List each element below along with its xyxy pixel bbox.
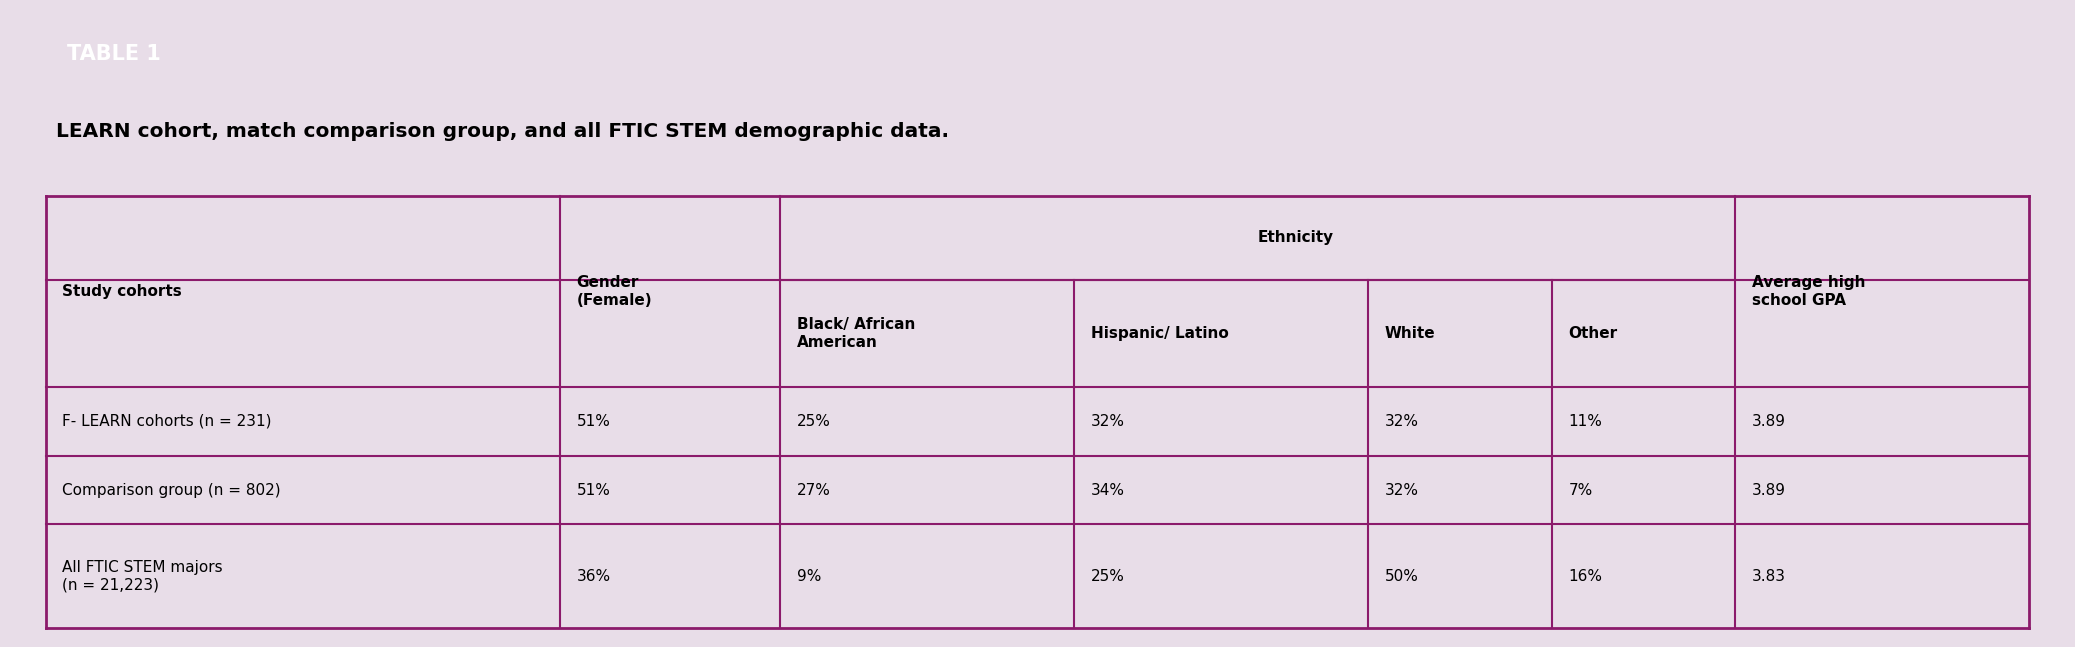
Text: LEARN cohort, match comparison group, and all FTIC STEM demographic data.: LEARN cohort, match comparison group, an… xyxy=(56,122,948,142)
Text: Other: Other xyxy=(1569,326,1618,341)
Text: 3.89: 3.89 xyxy=(1751,413,1787,429)
Text: 32%: 32% xyxy=(1384,483,1419,498)
Text: 3.83: 3.83 xyxy=(1751,569,1787,584)
Text: 16%: 16% xyxy=(1569,569,1602,584)
Text: Study cohorts: Study cohorts xyxy=(62,284,183,299)
Text: 3.89: 3.89 xyxy=(1751,483,1787,498)
Text: 27%: 27% xyxy=(797,483,830,498)
Text: 51%: 51% xyxy=(577,483,610,498)
Text: 50%: 50% xyxy=(1384,569,1419,584)
Text: All FTIC STEM majors
(n = 21,223): All FTIC STEM majors (n = 21,223) xyxy=(62,560,222,592)
Text: 36%: 36% xyxy=(577,569,610,584)
Text: 7%: 7% xyxy=(1569,483,1594,498)
Text: 32%: 32% xyxy=(1384,413,1419,429)
Text: 9%: 9% xyxy=(797,569,822,584)
Text: Hispanic/ Latino: Hispanic/ Latino xyxy=(1091,326,1228,341)
Text: Ethnicity: Ethnicity xyxy=(1257,230,1334,245)
Text: TABLE 1: TABLE 1 xyxy=(68,45,162,65)
Text: 51%: 51% xyxy=(577,413,610,429)
Text: Gender
(Female): Gender (Female) xyxy=(577,275,652,307)
Text: F- LEARN cohorts (n = 231): F- LEARN cohorts (n = 231) xyxy=(62,413,272,429)
Text: 32%: 32% xyxy=(1091,413,1125,429)
Text: 25%: 25% xyxy=(1091,569,1125,584)
Text: 11%: 11% xyxy=(1569,413,1602,429)
Text: White: White xyxy=(1384,326,1436,341)
Text: 25%: 25% xyxy=(797,413,830,429)
Text: Black/ African
American: Black/ African American xyxy=(797,317,915,349)
Text: Comparison group (n = 802): Comparison group (n = 802) xyxy=(62,483,280,498)
Text: Average high
school GPA: Average high school GPA xyxy=(1751,275,1865,307)
Text: 34%: 34% xyxy=(1091,483,1125,498)
